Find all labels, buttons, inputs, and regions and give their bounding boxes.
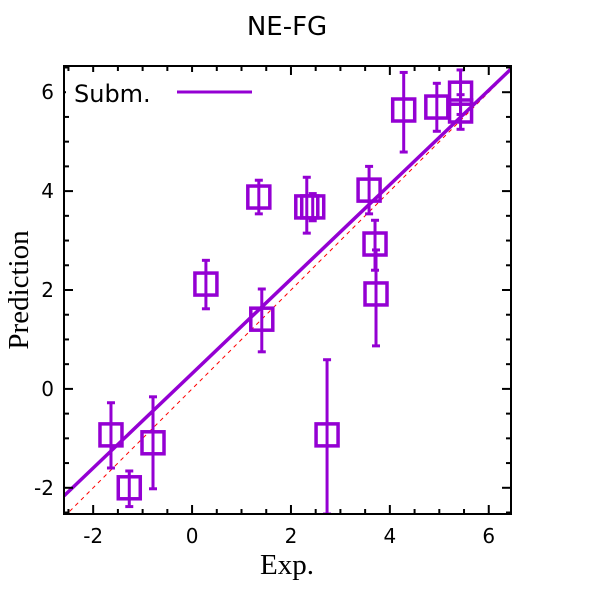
y-axis-label: Prediction [3,230,35,350]
y-tick-label: 4 [41,179,54,203]
data-point [363,248,389,348]
point-marker [140,430,166,456]
point-marker [193,271,219,297]
point-marker [447,98,474,124]
y-tick-label: 2 [41,278,54,302]
y-tick-label: 0 [41,377,54,401]
data-point [140,395,166,491]
reference-line [66,69,511,514]
point-marker [116,475,143,501]
data-point [299,192,326,223]
x-tick-label: 4 [383,524,396,548]
x-axis-label: Exp. [260,549,314,581]
point-marker [356,177,382,203]
point-marker [98,422,124,448]
point-marker [314,422,340,448]
legend-label: Subm. [74,80,151,108]
x-tick-label: 6 [482,524,495,548]
data-point [356,164,382,216]
chart-title: NE-FG [247,12,327,42]
x-tick-label: 2 [285,524,298,548]
point-marker [246,184,272,210]
data-point [390,70,417,154]
y-tick-label: -2 [34,476,54,500]
data-point [116,469,143,509]
data-point [98,401,124,470]
data-point [193,258,219,311]
data-point [249,287,275,354]
data-point [314,358,340,514]
point-marker [363,281,389,307]
data-point [424,81,450,133]
y-tick-label: 6 [41,80,54,104]
fit-line [64,67,511,498]
x-tick-label: 0 [186,524,199,548]
point-marker [299,194,326,220]
point-marker [249,306,275,332]
point-marker [390,97,417,123]
x-tick-label: -2 [83,524,103,548]
data-point [246,178,272,216]
plot-frame [63,65,512,515]
data-point [294,175,320,235]
data-point [447,93,474,131]
